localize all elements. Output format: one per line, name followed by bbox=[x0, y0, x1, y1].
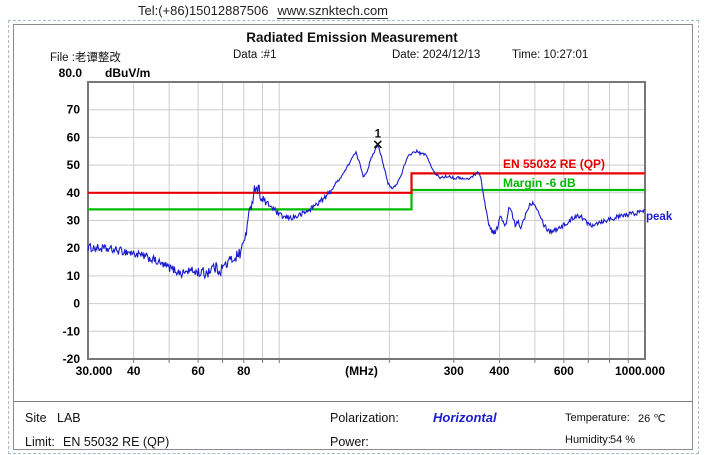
y-tick-label-60: 60 bbox=[67, 130, 81, 144]
trace-peak bbox=[87, 144, 646, 280]
limit-line bbox=[88, 172, 645, 194]
phone-number: Tel:(+86)15012887506 bbox=[138, 3, 269, 18]
site-value: LAB bbox=[57, 411, 81, 425]
limit-label: Limit: bbox=[25, 435, 55, 449]
y-tick-label-50: 50 bbox=[67, 158, 81, 172]
header-contact: Tel:(+86)15012887506 www.sznktech.com bbox=[138, 3, 389, 19]
x-tick-label-30: 30.000 bbox=[76, 364, 113, 378]
y-tick-label-40: 40 bbox=[67, 186, 81, 200]
page-border-dashed bbox=[8, 20, 699, 454]
limit-legend-label: EN 55032 RE (QP) bbox=[503, 157, 605, 171]
file-field: File :老谭整改 bbox=[50, 49, 121, 65]
x-tick-label-60: 60 bbox=[191, 364, 205, 378]
y-tick-label--20: -20 bbox=[63, 352, 81, 366]
x-tick-label-400: 400 bbox=[489, 364, 509, 378]
data-field: Data :#1 bbox=[233, 49, 277, 61]
polarization-label: Polarization: bbox=[330, 411, 399, 425]
site-label: Site bbox=[25, 411, 47, 425]
margin-legend-label: Margin -6 dB bbox=[503, 176, 576, 190]
temperature-value: 26 ℃ bbox=[638, 413, 666, 425]
y-axis-max-label: 80.0 bbox=[59, 66, 83, 80]
y-axis-unit: dBuV/m bbox=[105, 66, 150, 80]
date-field: Date: 2024/12/13 bbox=[392, 49, 481, 61]
marker-x-icon bbox=[373, 140, 382, 149]
x-tick-label-80: 80 bbox=[237, 364, 251, 378]
y-tick-label-10: 10 bbox=[67, 269, 81, 283]
time-field: Time: 10:27:01 bbox=[512, 49, 589, 61]
marker-id-label: 1 bbox=[375, 128, 382, 140]
file-value: 老谭整改 bbox=[74, 52, 121, 64]
page-title: Radiated Emission Measurement bbox=[246, 30, 458, 45]
limit-value: EN 55032 RE (QP) bbox=[63, 435, 170, 449]
y-tick-label-20: 20 bbox=[67, 241, 81, 255]
x-tick-label-300: 300 bbox=[444, 364, 464, 378]
y-tick-label--10: -10 bbox=[63, 324, 81, 338]
x-tick-label-40: 40 bbox=[127, 364, 141, 378]
power-label: Power: bbox=[330, 435, 369, 449]
temperature-label: Temperature: bbox=[565, 412, 630, 424]
y-tick-label-70: 70 bbox=[67, 103, 81, 117]
x-tick-label-1000: 1000.000 bbox=[615, 364, 665, 378]
polarization-value: Horizontal bbox=[433, 410, 497, 425]
humidity-label: Humidity: bbox=[565, 434, 611, 446]
humidity-value: 54 % bbox=[610, 434, 636, 446]
x-axis-unit: (MHz) bbox=[345, 364, 378, 378]
report-frame bbox=[13, 24, 693, 450]
trace-legend-label: peak bbox=[646, 211, 673, 223]
x-tick-label-600: 600 bbox=[554, 364, 574, 378]
file-label: File : bbox=[50, 52, 75, 64]
y-tick-label-30: 30 bbox=[67, 214, 81, 228]
plot-border bbox=[87, 81, 646, 360]
y-tick-label-0: 0 bbox=[73, 297, 80, 311]
website-link[interactable]: www.sznktech.com bbox=[277, 3, 389, 19]
section-divider bbox=[14, 401, 692, 402]
